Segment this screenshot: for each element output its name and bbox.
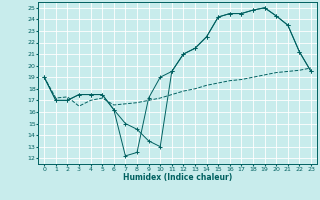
X-axis label: Humidex (Indice chaleur): Humidex (Indice chaleur) xyxy=(123,173,232,182)
